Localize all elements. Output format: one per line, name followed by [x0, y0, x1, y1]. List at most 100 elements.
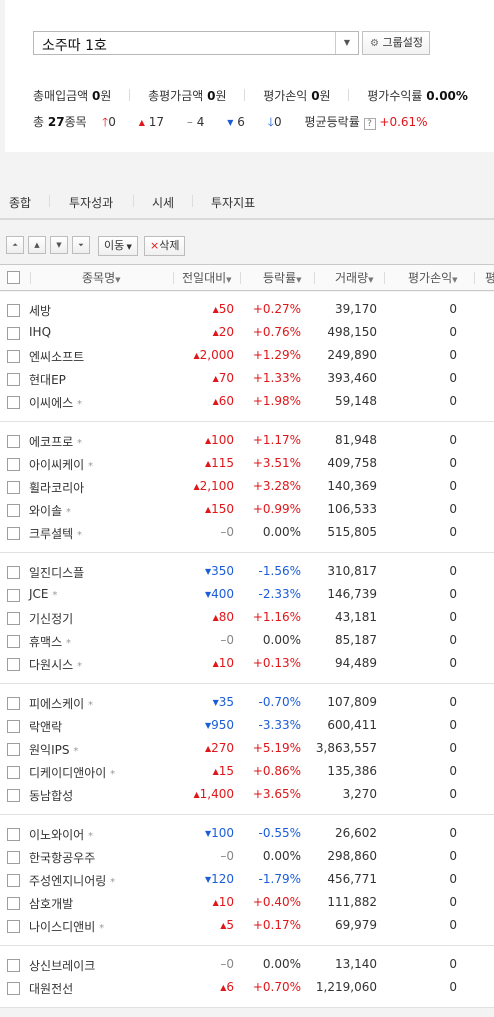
table-row[interactable]: 대원전선 ▲6 +0.70% 1,219,060 0 [0, 977, 494, 1000]
stock-name-link[interactable]: 휠라코리아 [29, 479, 84, 496]
stock-name-link[interactable]: 다원시스 * [29, 656, 82, 673]
table-row[interactable]: 삼호개발 ▲10 +0.40% 111,882 0 [0, 892, 494, 915]
stock-name-link[interactable]: 휴맥스 * [29, 633, 71, 650]
row-checkbox[interactable] [7, 373, 20, 386]
move-down-button[interactable]: ▼ [50, 236, 68, 254]
table-row[interactable]: JCE * ▼400 -2.33% 146,739 0 [0, 584, 494, 607]
stock-name-link[interactable]: JCE * [29, 587, 57, 601]
row-checkbox[interactable] [7, 982, 20, 995]
table-row[interactable]: 세방 ▲50 +0.27% 39,170 0 [0, 299, 494, 322]
table-row[interactable]: 주성엔지니어링 * ▼120 -1.79% 456,771 0 [0, 869, 494, 892]
stock-name-link[interactable]: 디케이디앤아이 * [29, 764, 115, 781]
row-checkbox[interactable] [7, 327, 20, 340]
table-row[interactable]: 에코프로 * ▲100 +1.17% 81,948 0 [0, 430, 494, 453]
stock-name-link[interactable]: 주성엔지니어링 * [29, 872, 115, 889]
stock-name-link[interactable]: 현대EP [29, 371, 66, 388]
move-dropdown-button[interactable]: 이동 ▼ [98, 236, 138, 256]
row-checkbox[interactable] [7, 589, 20, 602]
stock-name-link[interactable]: 원익IPS * [29, 741, 78, 758]
stock-name-link[interactable]: 대원전선 [29, 980, 73, 997]
tab-performance[interactable]: 투자성과 [69, 196, 114, 210]
table-row[interactable]: IHQ ▲20 +0.76% 498,150 0 [0, 322, 494, 345]
chevron-down-icon[interactable]: ▼ [335, 32, 358, 54]
row-checkbox[interactable] [7, 504, 20, 517]
stock-name-link[interactable]: 이노와이어 * [29, 826, 93, 843]
row-checkbox[interactable] [7, 920, 20, 933]
stock-name-link[interactable]: 한국항공우주 [29, 849, 95, 866]
table-row[interactable]: 락앤락 ▼950 -3.33% 600,411 0 [0, 715, 494, 738]
table-row[interactable]: 와이솔 * ▲150 +0.99% 106,533 0 [0, 499, 494, 522]
stock-name-link[interactable]: 세방 [29, 302, 51, 319]
table-row[interactable]: 한국항공우주 –0 0.00% 298,860 0 [0, 846, 494, 869]
row-checkbox[interactable] [7, 897, 20, 910]
stock-name-link[interactable]: 피에스케이 * [29, 695, 93, 712]
stock-name-link[interactable]: IHQ [29, 325, 51, 339]
row-checkbox[interactable] [7, 697, 20, 710]
stock-name-link[interactable]: 에코프로 * [29, 433, 82, 450]
table-row[interactable]: 동남합성 ▲1,400 +3.65% 3,270 0 [0, 784, 494, 807]
delete-button[interactable]: ×삭제 [144, 236, 186, 256]
column-header-name[interactable]: 종목명▼ [82, 269, 121, 286]
table-row[interactable]: 기신정기 ▲80 +1.16% 43,181 0 [0, 607, 494, 630]
column-header-change[interactable]: 전일대비▼ [182, 269, 232, 286]
row-checkbox[interactable] [7, 458, 20, 471]
table-row[interactable]: 다원시스 * ▲10 +0.13% 94,489 0 [0, 653, 494, 676]
row-checkbox[interactable] [7, 658, 20, 671]
row-checkbox[interactable] [7, 481, 20, 494]
row-checkbox[interactable] [7, 304, 20, 317]
stock-name-link[interactable]: 동남합성 [29, 787, 73, 804]
table-row[interactable]: 상신브레이크 –0 0.00% 13,140 0 [0, 954, 494, 977]
tab-quotes[interactable]: 시세 [152, 196, 175, 210]
column-header-rate[interactable]: 등락률▼ [263, 269, 302, 286]
table-row[interactable]: 이노와이어 * ▼100 -0.55% 26,602 0 [0, 823, 494, 846]
stock-name-link[interactable]: 기신정기 [29, 610, 73, 627]
table-row[interactable]: 피에스케이 * ▼35 -0.70% 107,809 0 [0, 692, 494, 715]
row-checkbox[interactable] [7, 743, 20, 756]
table-row[interactable]: 크루셜텍 * –0 0.00% 515,805 0 [0, 522, 494, 545]
row-checkbox[interactable] [7, 435, 20, 448]
row-checkbox[interactable] [7, 766, 20, 779]
row-checkbox[interactable] [7, 635, 20, 648]
table-row[interactable]: 일진디스플 ▼350 -1.56% 310,817 0 [0, 561, 494, 584]
stock-name-link[interactable]: 엔씨소프트 [29, 348, 84, 365]
select-all-checkbox[interactable] [7, 271, 20, 284]
table-row[interactable]: 원익IPS * ▲270 +5.19% 3,863,557 0 [0, 738, 494, 761]
stock-name-link[interactable]: 이씨에스 * [29, 394, 82, 411]
stock-name-link[interactable]: 일진디스플 [29, 564, 84, 581]
table-row[interactable]: 나이스디앤비 * ▲5 +0.17% 69,979 0 [0, 915, 494, 938]
table-row[interactable]: 아이씨케이 * ▲115 +3.51% 409,758 0 [0, 453, 494, 476]
tab-indicators[interactable]: 투자지표 [211, 196, 256, 210]
row-checkbox[interactable] [7, 828, 20, 841]
row-checkbox[interactable] [7, 612, 20, 625]
stock-name-link[interactable]: 와이솔 * [29, 502, 71, 519]
row-checkbox[interactable] [7, 396, 20, 409]
table-row[interactable]: 디케이디앤아이 * ▲15 +0.86% 135,386 0 [0, 761, 494, 784]
stock-name-link[interactable]: 나이스디앤비 * [29, 918, 104, 935]
row-checkbox[interactable] [7, 350, 20, 363]
move-up-button[interactable]: ▲ [28, 236, 46, 254]
move-top-button[interactable]: ⏶ [6, 236, 24, 254]
row-checkbox[interactable] [7, 851, 20, 864]
help-icon[interactable]: ? [363, 118, 376, 130]
move-bottom-button[interactable]: ⏷ [72, 236, 90, 254]
table-row[interactable]: 휴맥스 * –0 0.00% 85,187 0 [0, 630, 494, 653]
stock-name-link[interactable]: 크루셜텍 * [29, 525, 82, 542]
column-header-volume[interactable]: 거래량▼ [335, 269, 374, 286]
group-select[interactable]: 소주따 1호 ▼ [33, 31, 359, 55]
row-checkbox[interactable] [7, 720, 20, 733]
stock-name-link[interactable]: 락앤락 [29, 718, 62, 735]
row-checkbox[interactable] [7, 566, 20, 579]
table-row[interactable]: 이씨에스 * ▲60 +1.98% 59,148 0 [0, 391, 494, 414]
row-checkbox[interactable] [7, 527, 20, 540]
table-row[interactable]: 현대EP ▲70 +1.33% 393,460 0 [0, 368, 494, 391]
stock-name-link[interactable]: 상신브레이크 [29, 957, 95, 974]
row-checkbox[interactable] [7, 789, 20, 802]
tab-overview[interactable]: 종합 [9, 196, 32, 210]
group-settings-button[interactable]: ⚙ 그룹설정 [362, 31, 430, 55]
row-checkbox[interactable] [7, 874, 20, 887]
column-header-eval-pl[interactable]: 평가손익▼ [408, 269, 458, 286]
row-checkbox[interactable] [7, 959, 20, 972]
table-row[interactable]: 엔씨소프트 ▲2,000 +1.29% 249,890 0 [0, 345, 494, 368]
stock-name-link[interactable]: 삼호개발 [29, 895, 73, 912]
stock-name-link[interactable]: 아이씨케이 * [29, 456, 93, 473]
